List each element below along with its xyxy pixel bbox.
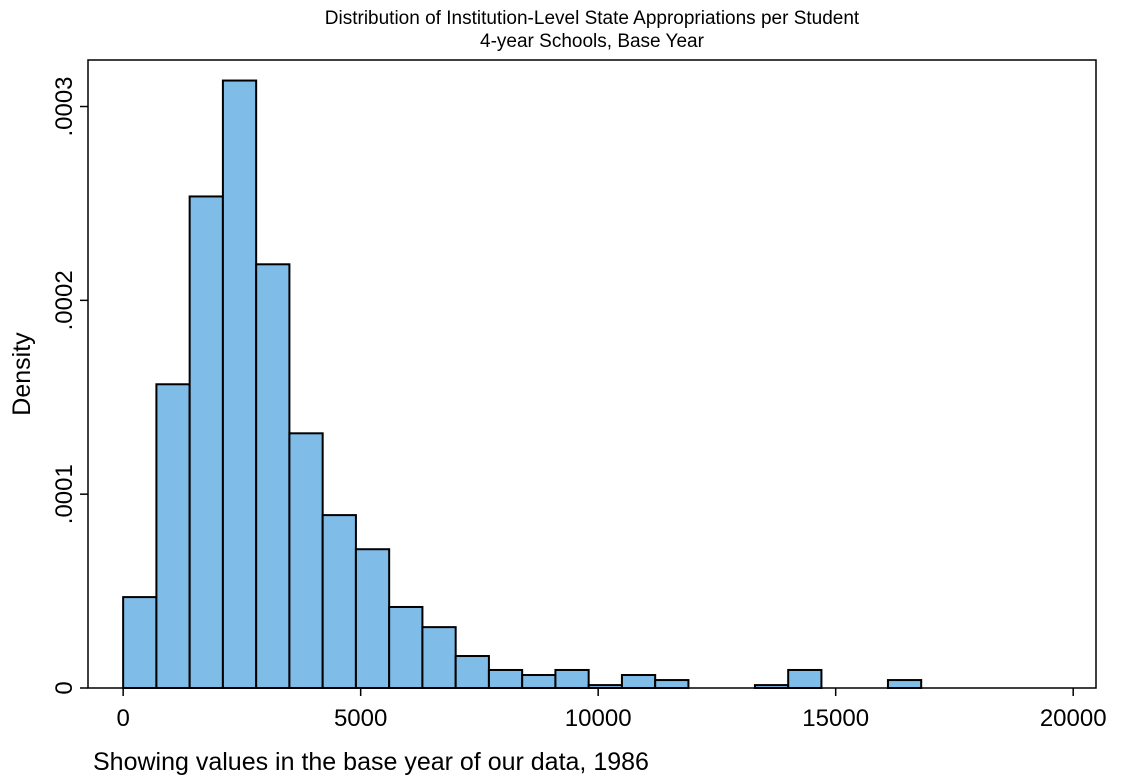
bar <box>787 668 823 689</box>
y-tick-label: .0001 <box>51 464 78 524</box>
bar <box>886 679 923 690</box>
bar <box>354 548 391 689</box>
bar <box>753 684 790 689</box>
x-axis-label: Showing values in the base year of our d… <box>93 748 649 776</box>
x-tick-label: 20000 <box>1040 705 1107 732</box>
bar <box>620 674 657 689</box>
bar <box>388 605 424 689</box>
y-axis-label: Density <box>8 332 36 416</box>
bar <box>554 668 590 689</box>
y-tick-label: .0003 <box>51 76 78 136</box>
bar <box>587 684 623 689</box>
bar <box>454 655 490 689</box>
bar <box>122 596 158 689</box>
x-tick-label: 5000 <box>334 705 387 732</box>
bar <box>155 383 191 689</box>
bar <box>188 195 224 689</box>
bar <box>288 432 324 689</box>
bar <box>521 674 557 689</box>
bar <box>654 679 690 690</box>
x-tick-label: 15000 <box>802 705 869 732</box>
bar <box>487 668 524 689</box>
bar <box>421 626 457 689</box>
chart-subtitle: 4-year Schools, Base Year <box>480 31 705 52</box>
x-tick-label: 10000 <box>565 705 632 732</box>
y-tick-label: 0 <box>51 681 78 694</box>
bar <box>221 79 258 690</box>
x-tick-label: 0 <box>116 705 129 732</box>
y-tick-label: .0002 <box>51 270 78 330</box>
bar <box>321 514 357 690</box>
chart-title: Distribution of Institution-Level State … <box>325 8 860 29</box>
bar <box>255 263 291 689</box>
